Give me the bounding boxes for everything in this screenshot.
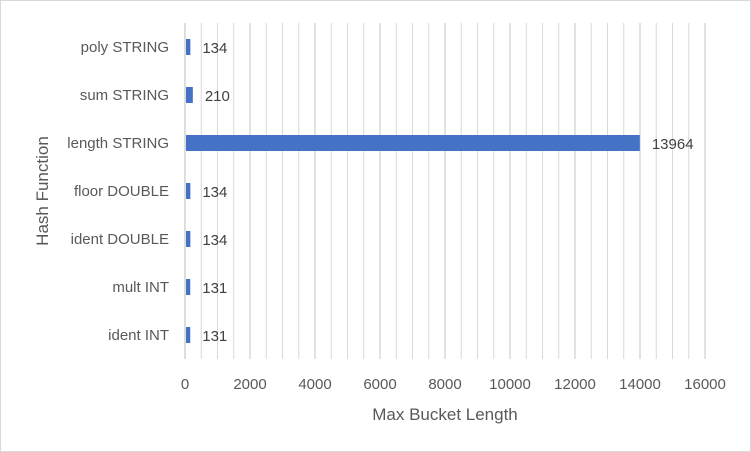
x-tick-label: 12000: [554, 376, 596, 393]
category-label: floor DOUBLE: [74, 183, 169, 200]
category-label: ident DOUBLE: [71, 231, 169, 248]
x-tick-label: 10000: [489, 376, 531, 393]
y-axis-title: Hash Function: [33, 136, 52, 246]
data-label: 13964: [652, 136, 694, 153]
data-label: 131: [202, 280, 227, 297]
x-tick-label: 4000: [298, 376, 331, 393]
data-label: 131: [202, 328, 227, 345]
bar: [186, 87, 193, 103]
category-label: length STRING: [67, 135, 169, 152]
bar: [186, 327, 191, 343]
data-labels: 134 210 13964 134 134 131 131: [202, 40, 693, 345]
x-tick-labels: 0 2000 4000 6000 8000 10000 12000 14000 16000: [181, 376, 726, 393]
data-label: 210: [205, 88, 230, 105]
x-axis-title: Max Bucket Length: [372, 405, 518, 424]
category-label: mult INT: [112, 279, 169, 296]
category-label: ident INT: [108, 327, 169, 344]
data-label: 134: [202, 184, 227, 201]
x-tick-label: 16000: [684, 376, 726, 393]
x-tick-label: 6000: [363, 376, 396, 393]
category-labels: poly STRING sum STRING length STRING floor …: [67, 39, 169, 344]
gridlines: [184, 23, 706, 359]
bar: [186, 279, 191, 295]
bar: [186, 183, 191, 199]
bar: [186, 39, 191, 55]
bars: [186, 39, 640, 343]
x-tick-label: 14000: [619, 376, 661, 393]
x-tick-label: 2000: [233, 376, 266, 393]
x-tick-label: 0: [181, 376, 189, 393]
category-label: sum STRING: [80, 87, 169, 104]
x-tick-label: 8000: [428, 376, 461, 393]
bar: [186, 231, 191, 247]
data-label: 134: [202, 232, 227, 249]
category-label: poly STRING: [81, 39, 169, 56]
bar: [186, 135, 640, 151]
data-label: 134: [202, 40, 227, 57]
